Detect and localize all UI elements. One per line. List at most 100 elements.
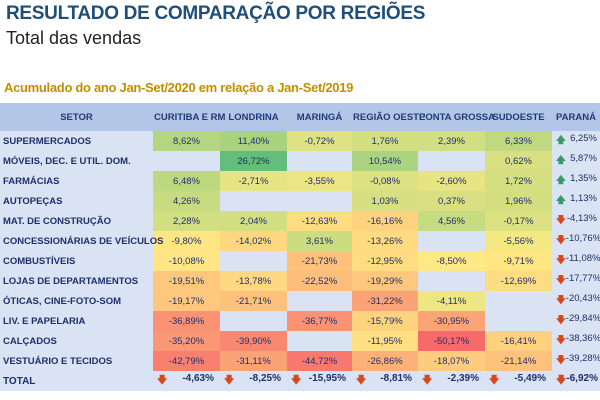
table-row: CONCESSIONÁRIAS DE VEÍCULOS -9,80% -14,02%…	[0, 231, 600, 251]
value-cell: 1,96%	[485, 191, 552, 211]
value-cell: -12,63%	[287, 211, 352, 231]
total-cell: 🡇 -2,39%	[418, 371, 485, 391]
value-cell: -13,26%	[352, 231, 418, 251]
arrow-up-icon: 🡅	[556, 155, 566, 166]
value-cell: -21,14%	[485, 351, 552, 371]
header-row: SETOR CURITIBA E RM LONDRINA MARINGÁ REGIÃO …	[0, 103, 600, 131]
total-parana: 🡇 -6,92%	[552, 371, 600, 391]
total-cell: 🡇 -5,49%	[485, 371, 552, 391]
value-cell: 11,40%	[220, 131, 287, 151]
sector-name: AUTOPEÇAS	[3, 195, 63, 207]
parana-value: -17,77%	[565, 273, 600, 284]
table-row: CALÇADOS -35,20% -39,90% -11,95% -50,17% -16,…	[0, 331, 600, 351]
value-cell: -2,71%	[220, 171, 287, 191]
parana-cell: 🡅 1,35%	[552, 171, 600, 191]
sector-name: CALÇADOS	[3, 335, 57, 347]
value-cell: -0,72%	[287, 131, 352, 151]
value-cell: -18,07%	[418, 351, 485, 371]
value-cell: -0,08%	[352, 171, 418, 191]
total-value: -15,95%	[308, 372, 346, 384]
total-value: -8,25%	[249, 372, 281, 384]
parana-cell: 🡇 -4,13%	[552, 211, 600, 231]
parana-cell: 🡇 -29,84%	[552, 311, 600, 331]
value-cell: -9,71%	[485, 251, 552, 271]
sector-name: SUPERMERCADOS	[3, 135, 92, 147]
period-label: Acumulado do ano Jan-Set/2020 em relação…	[4, 80, 354, 95]
arrow-down-icon: 🡇	[556, 255, 566, 266]
table-row: MAT. DE CONSTRUÇÃO 2,28% 2,04% -12,63% -16,1…	[0, 211, 600, 231]
value-cell: -39,90%	[220, 331, 287, 351]
total-cell: 🡇 -8,25%	[220, 371, 287, 391]
value-cell: -14,02%	[220, 231, 287, 251]
total-value: -4,63%	[182, 372, 214, 384]
value-cell: 6,48%	[153, 171, 220, 191]
table-row: COMBUSTÍVEIS -10,08% -21,73% -12,95% -8,50% -…	[0, 251, 600, 271]
table-row: ÓTICAS, CINE-FOTO-SOM -19,17% -21,71% -31,2…	[0, 291, 600, 311]
sector-name: MÓVEIS, DEC. E UTIL. DOM.	[3, 155, 131, 167]
value-cell: -8,50%	[418, 251, 485, 271]
value-cell: -19,17%	[153, 291, 220, 311]
total-cell: 🡇 -8,81%	[352, 371, 418, 391]
arrow-down-icon: 🡇	[291, 374, 302, 386]
value-cell: -11,95%	[352, 331, 418, 351]
table-row: LOJAS DE DEPARTAMENTOS -19,51% -13,78% -22,…	[0, 271, 600, 291]
value-cell: -4,11%	[418, 291, 485, 311]
value-cell	[287, 291, 352, 311]
arrow-down-icon: 🡇	[556, 315, 566, 326]
value-cell	[287, 191, 352, 211]
value-cell: -50,17%	[418, 331, 485, 351]
value-cell: -21,73%	[287, 251, 352, 271]
table-row: FARMÁCIAS 6,48% -2,71% -3,55% -0,08% -2,60% 1,…	[0, 171, 600, 191]
total-cell: 🡇 -4,63%	[153, 371, 220, 391]
value-cell	[485, 291, 552, 311]
value-cell: -0,17%	[485, 211, 552, 231]
value-cell: -36,77%	[287, 311, 352, 331]
table-row: MÓVEIS, DEC. E UTIL. DOM. 26,72% 10,54% 0,6…	[0, 151, 600, 171]
parana-cell: 🡅 1,13%	[552, 191, 600, 211]
parana-value: -4,13%	[566, 213, 597, 224]
parana-cell: 🡇 -17,77%	[552, 271, 600, 291]
arrow-down-icon: 🡇	[556, 215, 566, 226]
value-cell: 1,72%	[485, 171, 552, 191]
value-cell: -3,55%	[287, 171, 352, 191]
parana-value: 1,13%	[570, 193, 597, 204]
value-cell: -31,11%	[220, 351, 287, 371]
value-cell: -15,79%	[352, 311, 418, 331]
value-cell: 6,33%	[485, 131, 552, 151]
parana-value: -10,76%	[565, 233, 600, 244]
page-title: RESULTADO DE COMPARAÇÃO POR REGIÕES	[6, 3, 426, 24]
sector-name: LOJAS DE DEPARTAMENTOS	[3, 275, 139, 287]
sector-name: LIV. E PAPELARIA	[3, 315, 86, 327]
value-cell	[220, 251, 287, 271]
sector-name: FARMÁCIAS	[3, 175, 60, 187]
value-cell: 0,37%	[418, 191, 485, 211]
value-cell: -44,72%	[287, 351, 352, 371]
arrow-down-icon: 🡇	[157, 374, 168, 386]
value-cell: 4,56%	[418, 211, 485, 231]
value-cell: 2,39%	[418, 131, 485, 151]
arrow-down-icon: 🡇	[556, 355, 566, 366]
column-header: SETOR	[0, 103, 153, 131]
parana-value: -20,43%	[565, 293, 600, 304]
column-header: REGIÃO OESTE	[352, 103, 425, 131]
value-cell: -22,52%	[287, 271, 352, 291]
value-cell: -9,80%	[153, 231, 220, 251]
arrow-down-icon: 🡇	[224, 374, 235, 386]
parana-cell: 🡇 -10,76%	[552, 231, 600, 251]
table-row: AUTOPEÇAS 4,26% 1,03% 0,37% 1,96% 🡅 1,13%	[0, 191, 600, 211]
column-header: LONDRINA	[220, 103, 287, 131]
parana-value: -39,28%	[565, 353, 600, 364]
value-cell: -16,16%	[352, 211, 418, 231]
parana-value: -11,08%	[565, 253, 600, 264]
value-cell	[418, 271, 485, 291]
sector-name: CONCESSIONÁRIAS DE VEÍCULOS	[3, 235, 164, 247]
value-cell: 10,54%	[352, 151, 418, 171]
value-cell: -19,51%	[153, 271, 220, 291]
total-cell: 🡇 -15,95%	[287, 371, 352, 391]
value-cell: -36,89%	[153, 311, 220, 331]
total-label: TOTAL	[3, 375, 36, 387]
value-cell: -26,86%	[352, 351, 418, 371]
value-cell: -35,20%	[153, 331, 220, 351]
arrow-down-icon: 🡇	[489, 374, 500, 386]
table-row: LIV. E PAPELARIA -36,89% -36,77% -15,79% -30…	[0, 311, 600, 331]
